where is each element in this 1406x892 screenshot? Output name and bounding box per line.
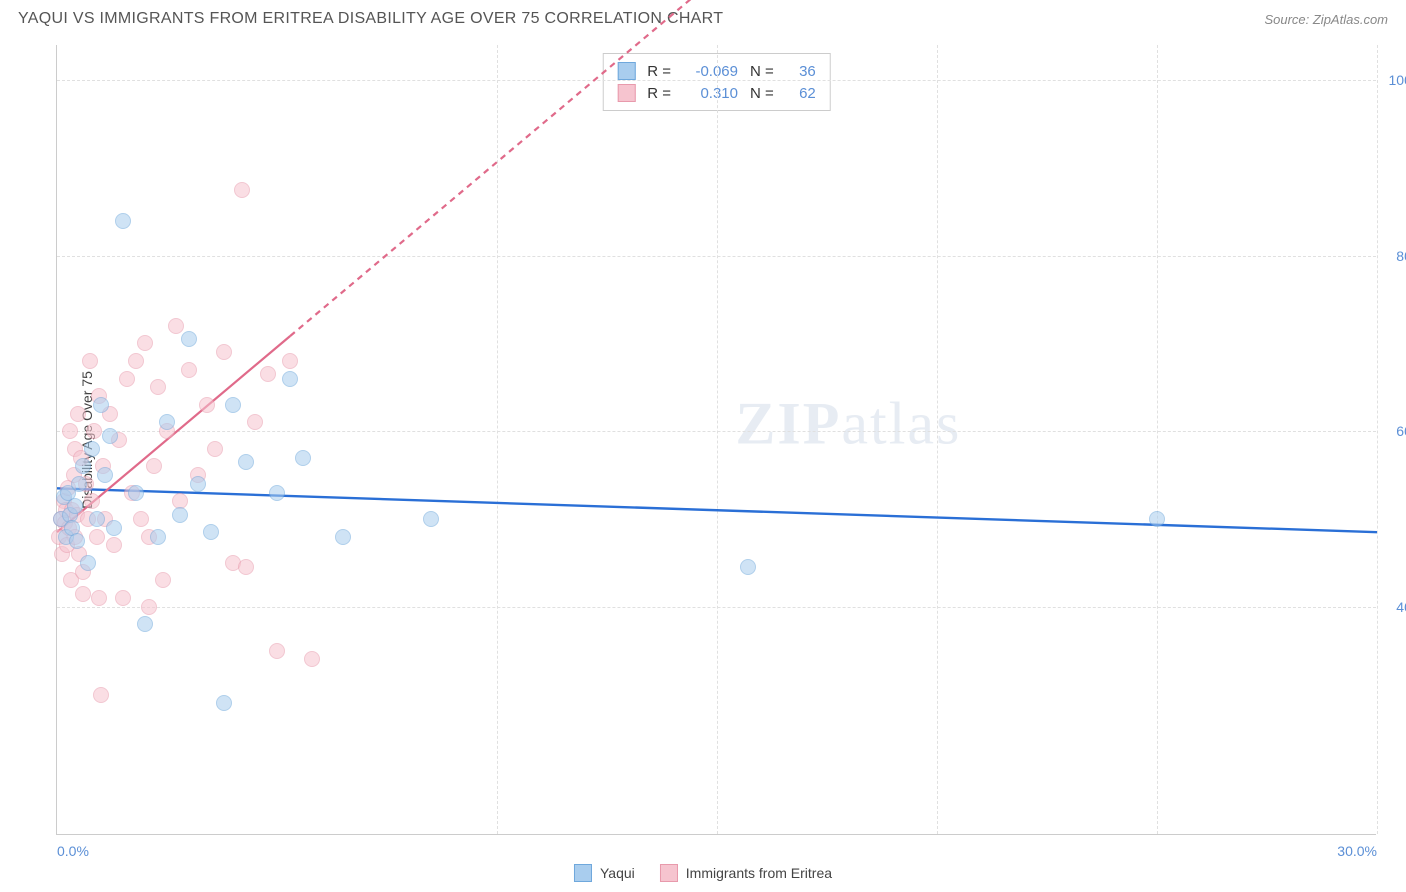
scatter-point bbox=[150, 529, 166, 545]
scatter-point bbox=[181, 362, 197, 378]
scatter-point bbox=[168, 318, 184, 334]
scatter-point bbox=[62, 423, 78, 439]
y-tick-label: 60.0% bbox=[1396, 423, 1406, 439]
scatter-point bbox=[75, 458, 91, 474]
scatter-point bbox=[93, 397, 109, 413]
scatter-point bbox=[70, 406, 86, 422]
scatter-point bbox=[84, 441, 100, 457]
legend-item: Immigrants from Eritrea bbox=[660, 864, 832, 882]
scatter-point bbox=[115, 213, 131, 229]
scatter-point bbox=[216, 344, 232, 360]
watermark: ZIPatlas bbox=[735, 389, 961, 458]
scatter-point bbox=[1149, 511, 1165, 527]
scatter-point bbox=[137, 335, 153, 351]
legend-swatch bbox=[574, 864, 592, 882]
scatter-point bbox=[128, 485, 144, 501]
scatter-point bbox=[234, 182, 250, 198]
legend-label: Immigrants from Eritrea bbox=[686, 865, 832, 881]
r-value: -0.069 bbox=[683, 63, 738, 80]
scatter-point bbox=[155, 572, 171, 588]
scatter-point bbox=[150, 379, 166, 395]
scatter-point bbox=[190, 476, 206, 492]
scatter-point bbox=[269, 643, 285, 659]
scatter-point bbox=[199, 397, 215, 413]
scatter-point bbox=[335, 529, 351, 545]
scatter-point bbox=[260, 366, 276, 382]
legend-swatch bbox=[617, 62, 635, 80]
scatter-point bbox=[181, 331, 197, 347]
scatter-point bbox=[82, 353, 98, 369]
scatter-point bbox=[282, 353, 298, 369]
n-label: N = bbox=[750, 85, 774, 102]
scatter-point bbox=[75, 586, 91, 602]
y-tick-label: 80.0% bbox=[1396, 248, 1406, 264]
scatter-point bbox=[141, 599, 157, 615]
scatter-point bbox=[106, 537, 122, 553]
scatter-point bbox=[69, 533, 85, 549]
r-label: R = bbox=[647, 63, 671, 80]
n-value: 62 bbox=[786, 85, 816, 102]
scatter-point bbox=[247, 414, 263, 430]
scatter-point bbox=[269, 485, 285, 501]
scatter-point bbox=[225, 397, 241, 413]
r-value: 0.310 bbox=[683, 85, 738, 102]
gridline-v bbox=[717, 45, 718, 834]
scatter-plot: ZIPatlas R =-0.069N =36R =0.310N =62 40.… bbox=[56, 45, 1376, 835]
n-label: N = bbox=[750, 63, 774, 80]
scatter-point bbox=[207, 441, 223, 457]
scatter-point bbox=[295, 450, 311, 466]
scatter-point bbox=[67, 498, 83, 514]
scatter-point bbox=[172, 507, 188, 523]
legend-swatch bbox=[617, 84, 635, 102]
scatter-point bbox=[146, 458, 162, 474]
scatter-point bbox=[91, 590, 107, 606]
legend-label: Yaqui bbox=[600, 865, 635, 881]
scatter-point bbox=[89, 529, 105, 545]
source-label: Source: ZipAtlas.com bbox=[1264, 12, 1388, 27]
scatter-point bbox=[238, 454, 254, 470]
y-tick-label: 40.0% bbox=[1396, 599, 1406, 615]
x-tick-label: 0.0% bbox=[57, 843, 89, 859]
scatter-point bbox=[128, 353, 144, 369]
gridline-v bbox=[1157, 45, 1158, 834]
scatter-point bbox=[216, 695, 232, 711]
scatter-point bbox=[115, 590, 131, 606]
legend-item: Yaqui bbox=[574, 864, 635, 882]
gridline-v bbox=[497, 45, 498, 834]
scatter-point bbox=[93, 687, 109, 703]
r-label: R = bbox=[647, 85, 671, 102]
scatter-point bbox=[80, 555, 96, 571]
y-tick-label: 100.0% bbox=[1389, 72, 1406, 88]
scatter-point bbox=[89, 511, 105, 527]
scatter-point bbox=[71, 476, 87, 492]
scatter-point bbox=[97, 467, 113, 483]
x-tick-label: 30.0% bbox=[1337, 843, 1377, 859]
scatter-point bbox=[203, 524, 219, 540]
gridline-v bbox=[1377, 45, 1378, 834]
scatter-point bbox=[133, 511, 149, 527]
chart-title: YAQUI VS IMMIGRANTS FROM ERITREA DISABIL… bbox=[18, 10, 723, 28]
scatter-point bbox=[86, 423, 102, 439]
legend: Yaqui Immigrants from Eritrea bbox=[574, 864, 832, 882]
chart-container: Disability Age Over 75 ZIPatlas R =-0.06… bbox=[48, 45, 1388, 835]
scatter-point bbox=[304, 651, 320, 667]
n-value: 36 bbox=[786, 63, 816, 80]
scatter-point bbox=[740, 559, 756, 575]
gridline-v bbox=[937, 45, 938, 834]
header: YAQUI VS IMMIGRANTS FROM ERITREA DISABIL… bbox=[0, 0, 1406, 33]
legend-swatch bbox=[660, 864, 678, 882]
scatter-point bbox=[102, 428, 118, 444]
scatter-point bbox=[423, 511, 439, 527]
scatter-point bbox=[238, 559, 254, 575]
scatter-point bbox=[84, 493, 100, 509]
scatter-point bbox=[137, 616, 153, 632]
scatter-point bbox=[159, 414, 175, 430]
scatter-point bbox=[282, 371, 298, 387]
scatter-point bbox=[119, 371, 135, 387]
scatter-point bbox=[106, 520, 122, 536]
